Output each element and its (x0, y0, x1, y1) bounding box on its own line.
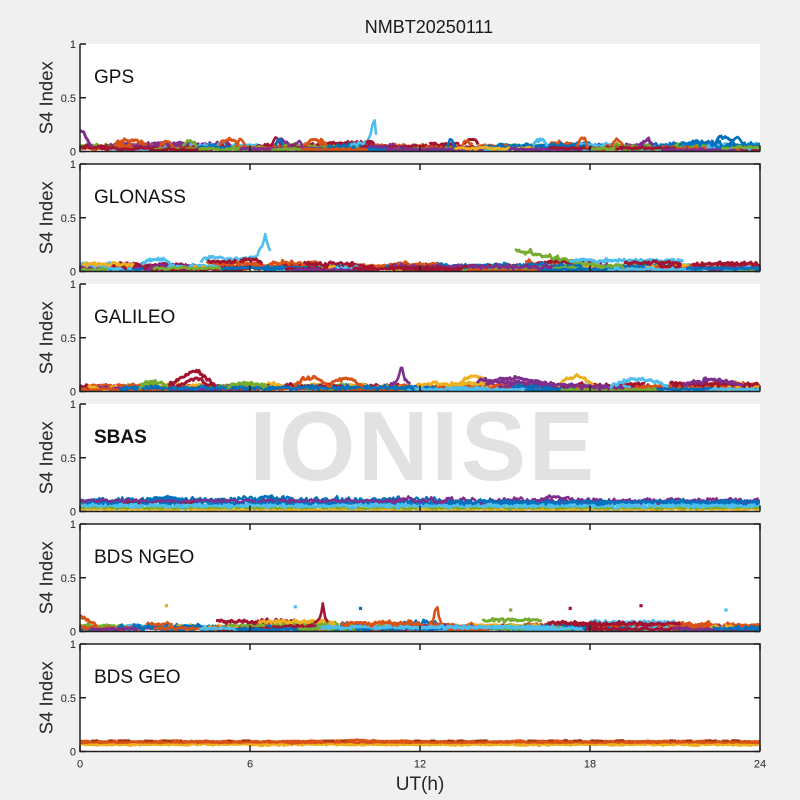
svg-text:S4 Index: S4 Index (36, 180, 57, 254)
svg-text:0: 0 (70, 507, 76, 519)
svg-text:GALILEO: GALILEO (94, 307, 175, 328)
svg-text:0.5: 0.5 (61, 213, 76, 225)
svg-text:0.5: 0.5 (61, 453, 76, 465)
svg-text:12: 12 (414, 759, 426, 771)
svg-text:1: 1 (70, 399, 76, 411)
svg-text:IONISE: IONISE (249, 391, 596, 501)
svg-text:S4 Index: S4 Index (36, 300, 57, 374)
svg-text:UT(h): UT(h) (396, 774, 445, 795)
svg-text:18: 18 (584, 759, 596, 771)
svg-text:0.5: 0.5 (61, 333, 76, 345)
svg-text:6: 6 (247, 759, 253, 771)
svg-text:0.5: 0.5 (61, 93, 76, 105)
svg-text:S4 Index: S4 Index (36, 420, 57, 494)
svg-text:1: 1 (70, 519, 76, 531)
svg-text:24: 24 (754, 759, 766, 771)
svg-text:0: 0 (70, 387, 76, 399)
svg-text:1: 1 (70, 39, 76, 51)
svg-text:0: 0 (77, 759, 83, 771)
svg-text:GLONASS: GLONASS (94, 187, 186, 208)
svg-text:0: 0 (70, 747, 76, 759)
svg-text:BDS NGEO: BDS NGEO (94, 547, 194, 568)
svg-text:NMBT20250111: NMBT20250111 (365, 17, 493, 37)
svg-text:0: 0 (70, 627, 76, 639)
svg-text:1: 1 (70, 639, 76, 651)
svg-text:0.5: 0.5 (61, 573, 76, 585)
svg-text:BDS GEO: BDS GEO (94, 667, 181, 688)
svg-text:0.5: 0.5 (61, 693, 76, 705)
svg-text:S4 Index: S4 Index (36, 540, 57, 614)
svg-text:GPS: GPS (94, 67, 134, 88)
svg-text:S4 Index: S4 Index (36, 660, 57, 734)
svg-text:SBAS: SBAS (94, 427, 147, 448)
svg-text:1: 1 (70, 279, 76, 291)
svg-text:1: 1 (70, 159, 76, 171)
svg-text:0: 0 (70, 147, 76, 159)
svg-text:S4 Index: S4 Index (36, 60, 57, 134)
svg-text:0: 0 (70, 267, 76, 279)
